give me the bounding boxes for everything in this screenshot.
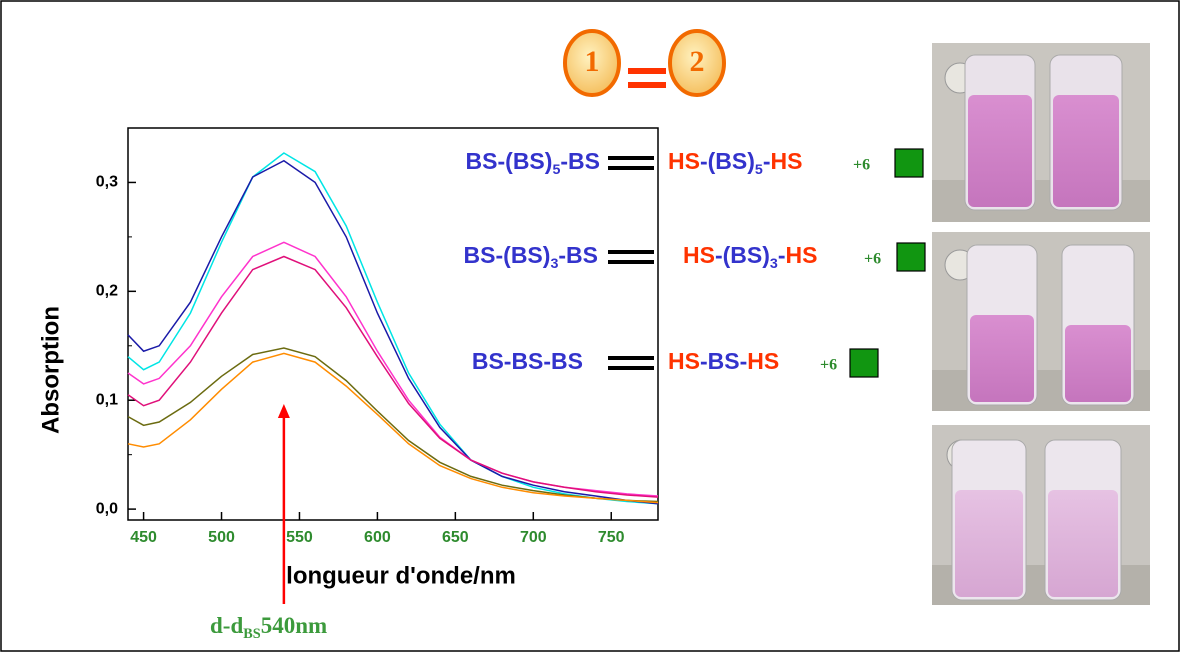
text-segment: BS-(BS) bbox=[466, 148, 553, 174]
text-segment: HS bbox=[668, 348, 700, 374]
y-tick-label: 0,1 bbox=[96, 391, 118, 408]
x-tick-label: 450 bbox=[130, 529, 157, 546]
green-box bbox=[896, 242, 926, 272]
photo bbox=[932, 232, 1150, 411]
green-box bbox=[894, 148, 924, 178]
equals-bar bbox=[608, 250, 654, 254]
text-segment: HS bbox=[747, 348, 779, 374]
photo bbox=[932, 425, 1150, 605]
annotation-text: HS-(BS)5-HS bbox=[668, 148, 802, 178]
photo bbox=[932, 43, 1150, 222]
equilibrium-label: 1 bbox=[585, 45, 600, 78]
x-tick-label: 650 bbox=[442, 529, 469, 546]
series-line bbox=[127, 347, 659, 503]
extra-label: +6 bbox=[820, 357, 837, 374]
equilibrium-label: 2 bbox=[690, 45, 705, 78]
equals-bar bbox=[608, 166, 654, 170]
series-line bbox=[127, 352, 659, 504]
y-tick-label: 0,0 bbox=[96, 500, 118, 517]
text-segment: HS bbox=[683, 242, 715, 268]
series-line bbox=[127, 152, 659, 505]
text-segment: BS bbox=[243, 626, 261, 642]
y-axis-label: Absorption bbox=[37, 306, 64, 434]
text-segment: BS-(BS) bbox=[464, 242, 551, 268]
text-segment: -BS- bbox=[700, 348, 747, 374]
text-segment: -(BS) bbox=[715, 242, 770, 268]
text-segment: HS bbox=[771, 148, 803, 174]
equals-bar bbox=[628, 82, 666, 88]
arrow-head bbox=[277, 404, 290, 418]
extra-label: +6 bbox=[864, 251, 881, 268]
equals-bar bbox=[628, 68, 666, 74]
text-segment: -(BS) bbox=[700, 148, 755, 174]
text-segment: 3 bbox=[770, 256, 778, 272]
annotation-text: HS-BS-HS bbox=[668, 348, 779, 374]
annotation-text: BS-(BS)5-BS bbox=[466, 148, 600, 178]
text-segment: 540nm bbox=[261, 613, 327, 638]
series-line bbox=[127, 255, 659, 498]
text-segment: HS bbox=[668, 148, 700, 174]
text-segment: - bbox=[778, 242, 786, 268]
annotation-text: BS-(BS)3-BS bbox=[464, 242, 598, 272]
x-tick-label: 700 bbox=[520, 529, 547, 546]
x-tick-label: 550 bbox=[286, 529, 313, 546]
circle bbox=[668, 29, 726, 97]
text-segment: BS-BS-BS bbox=[472, 348, 583, 374]
green-box bbox=[849, 348, 879, 378]
x-axis-label: longueur d'onde/nm bbox=[286, 562, 516, 589]
text-segment: -BS bbox=[558, 242, 598, 268]
series-line bbox=[127, 159, 659, 505]
text-segment: 5 bbox=[755, 162, 763, 178]
x-tick-label: 500 bbox=[208, 529, 235, 546]
annotation-text: HS-(BS)3-HS bbox=[683, 242, 817, 272]
equals-bar bbox=[608, 366, 654, 370]
plot-frame bbox=[127, 127, 659, 521]
text-segment: 3 bbox=[550, 256, 558, 272]
circle bbox=[563, 29, 621, 97]
equals-bar bbox=[608, 156, 654, 160]
x-tick-label: 750 bbox=[598, 529, 625, 546]
text-segment: -BS bbox=[560, 148, 600, 174]
annotation-text: d-dBS540nm bbox=[210, 613, 327, 642]
equals-bar bbox=[608, 356, 654, 360]
text-segment: d-d bbox=[210, 613, 243, 638]
x-tick-label: 600 bbox=[364, 529, 391, 546]
y-tick-label: 0,3 bbox=[96, 174, 118, 191]
text-segment: - bbox=[763, 148, 771, 174]
equals-bar bbox=[608, 260, 654, 264]
y-tick-label: 0,2 bbox=[96, 283, 118, 300]
text-segment: 5 bbox=[552, 162, 560, 178]
extra-label: +6 bbox=[853, 157, 870, 174]
text-segment: HS bbox=[786, 242, 818, 268]
annotation-text: BS-BS-BS bbox=[472, 348, 583, 374]
